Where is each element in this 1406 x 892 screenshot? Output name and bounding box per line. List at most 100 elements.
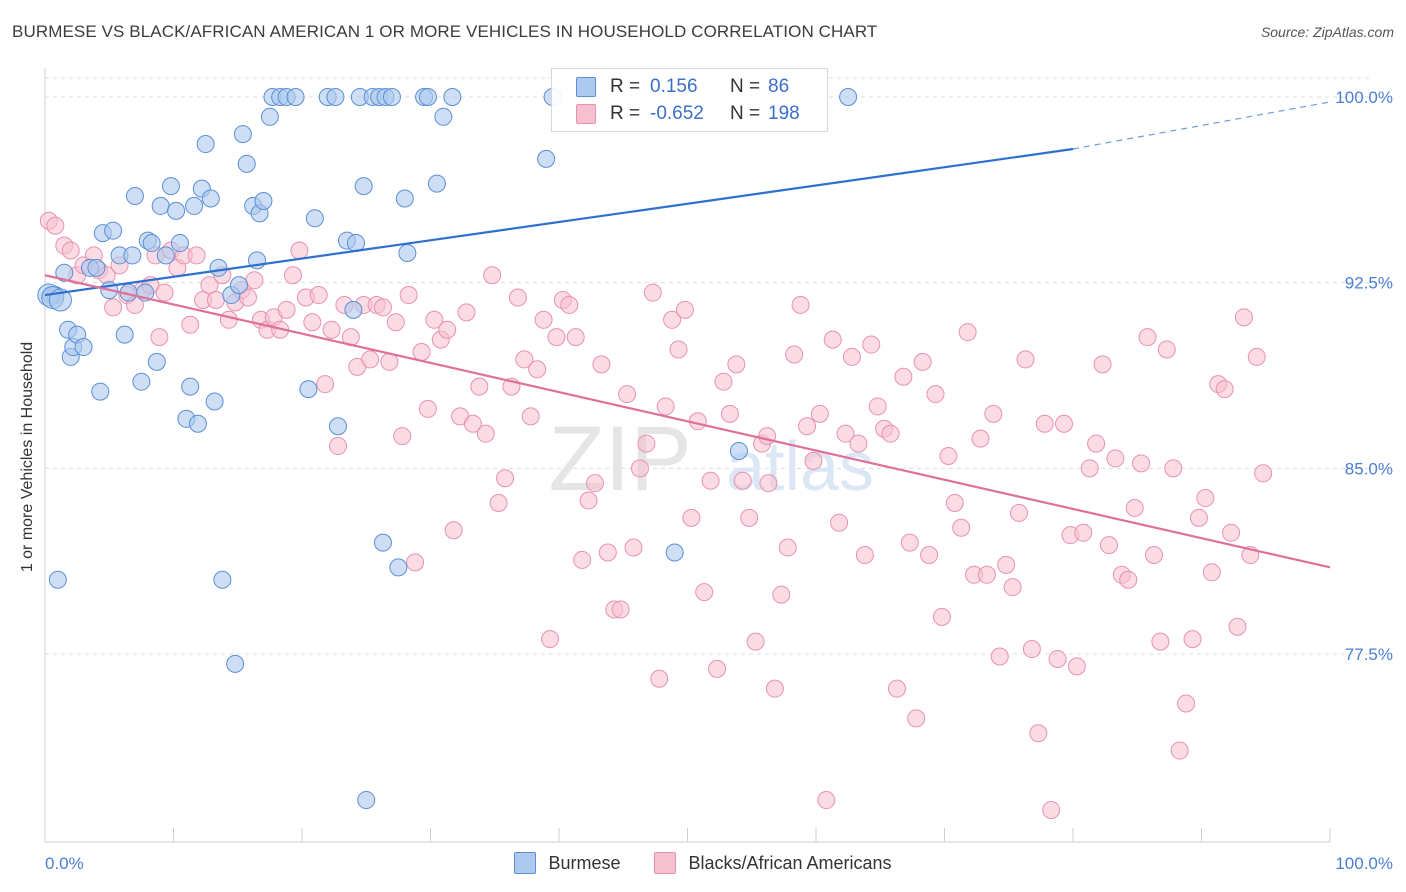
data-point-burmese xyxy=(230,276,249,295)
data-point-blacks xyxy=(1215,380,1234,399)
legend-r-value: -0.652 xyxy=(650,103,704,124)
data-point-blacks xyxy=(508,288,527,307)
data-point-burmese xyxy=(142,234,161,253)
data-point-burmese xyxy=(839,88,858,106)
legend-r-label: R = xyxy=(610,76,641,97)
data-point-blacks xyxy=(817,791,836,810)
y-tick-label: 77.5% xyxy=(1345,645,1393,664)
data-point-blacks xyxy=(277,300,296,319)
data-point-blacks xyxy=(1029,724,1048,743)
y-tick-label: 100.0% xyxy=(1335,88,1393,107)
data-point-blacks xyxy=(592,355,611,374)
data-point-burmese xyxy=(185,196,204,215)
data-point-blacks xyxy=(990,647,1009,666)
data-point-blacks xyxy=(290,241,309,260)
data-point-blacks xyxy=(1080,459,1099,478)
data-point-blacks xyxy=(328,437,347,456)
data-point-blacks xyxy=(887,679,906,698)
legend-swatch-burmese xyxy=(514,852,537,874)
data-point-burmese xyxy=(382,88,401,106)
legend-row-burmese: R = 0.156 N = 86 xyxy=(576,75,789,99)
data-point-blacks xyxy=(842,347,861,366)
data-point-blacks xyxy=(746,632,765,651)
data-point-blacks xyxy=(1170,741,1189,760)
data-point-blacks xyxy=(695,583,714,602)
data-point-burmese xyxy=(254,191,273,210)
data-point-blacks xyxy=(470,377,489,396)
correlation-legend: R = 0.156 N = 86 R = -0.652 N = 198 xyxy=(551,68,828,132)
data-point-burmese xyxy=(156,246,175,265)
data-point-burmese xyxy=(170,234,189,253)
data-point-burmese xyxy=(213,570,232,589)
trend-line-burmese-extension xyxy=(1072,101,1331,150)
data-point-blacks xyxy=(463,414,482,433)
data-point-blacks xyxy=(772,585,791,604)
data-point-blacks xyxy=(566,328,585,347)
data-point-blacks xyxy=(560,295,579,314)
legend-item-blacks[interactable]: Blacks/African Americans xyxy=(654,852,892,874)
data-point-blacks xyxy=(373,298,392,317)
trend-line-burmese xyxy=(44,147,1074,297)
data-point-burmese xyxy=(167,201,186,220)
data-point-blacks xyxy=(515,350,534,369)
legend-label-burmese: Burmese xyxy=(548,852,621,873)
data-point-blacks xyxy=(663,310,682,329)
data-point-burmese xyxy=(205,392,224,411)
data-point-burmese xyxy=(395,189,414,208)
legend-swatch-blacks xyxy=(576,104,596,124)
data-point-blacks xyxy=(200,276,219,295)
data-point-blacks xyxy=(1234,308,1253,327)
data-point-blacks xyxy=(945,493,964,512)
data-point-blacks xyxy=(406,553,425,572)
data-point-blacks xyxy=(206,290,225,309)
data-point-blacks xyxy=(630,459,649,478)
data-point-blacks xyxy=(823,330,842,349)
data-point-blacks xyxy=(926,385,945,404)
data-point-blacks xyxy=(46,216,65,235)
data-point-blacks xyxy=(1228,617,1247,636)
y-tick-label: 92.5% xyxy=(1345,274,1393,293)
data-point-blacks xyxy=(611,600,630,619)
x-tick-label: 0.0% xyxy=(45,854,84,873)
data-point-blacks xyxy=(618,385,637,404)
data-point-blacks xyxy=(765,679,784,698)
legend-item-burmese[interactable]: Burmese xyxy=(514,852,620,874)
data-point-blacks xyxy=(913,352,932,371)
data-point-burmese xyxy=(398,243,417,262)
data-point-blacks xyxy=(868,397,887,416)
data-point-blacks xyxy=(393,427,412,446)
legend-n-label: N = xyxy=(730,103,761,124)
legend-row-blacks: R = -0.652 N = 198 xyxy=(576,102,800,126)
data-point-blacks xyxy=(412,342,431,361)
legend-swatch-burmese xyxy=(576,77,596,97)
data-point-blacks xyxy=(361,350,380,369)
legend-swatch-blacks xyxy=(654,852,677,874)
data-point-blacks xyxy=(920,545,939,564)
data-point-blacks xyxy=(104,298,123,317)
data-point-blacks xyxy=(1099,536,1118,555)
data-point-blacks xyxy=(155,283,174,302)
data-point-blacks xyxy=(1074,523,1093,542)
data-point-burmese xyxy=(201,189,220,208)
data-point-burmese xyxy=(104,221,123,240)
data-point-burmese xyxy=(418,88,437,106)
data-point-burmese xyxy=(354,177,373,196)
data-point-blacks xyxy=(932,607,951,626)
data-point-burmese xyxy=(115,325,134,344)
data-point-blacks xyxy=(1132,454,1151,473)
data-point-blacks xyxy=(708,659,727,678)
data-point-blacks xyxy=(1035,414,1054,433)
data-point-blacks xyxy=(1048,649,1067,668)
data-point-burmese xyxy=(226,654,245,673)
data-point-blacks xyxy=(637,434,656,453)
data-point-burmese xyxy=(443,88,462,106)
series-blacks-african-americans xyxy=(39,211,1273,819)
data-point-blacks xyxy=(1183,630,1202,649)
data-point-burmese xyxy=(55,263,74,282)
data-point-burmese xyxy=(357,791,376,810)
data-point-burmese xyxy=(188,414,207,433)
data-point-blacks xyxy=(650,669,669,688)
data-point-burmese xyxy=(125,187,144,206)
data-point-burmese xyxy=(151,196,170,215)
data-point-burmese xyxy=(181,377,200,396)
